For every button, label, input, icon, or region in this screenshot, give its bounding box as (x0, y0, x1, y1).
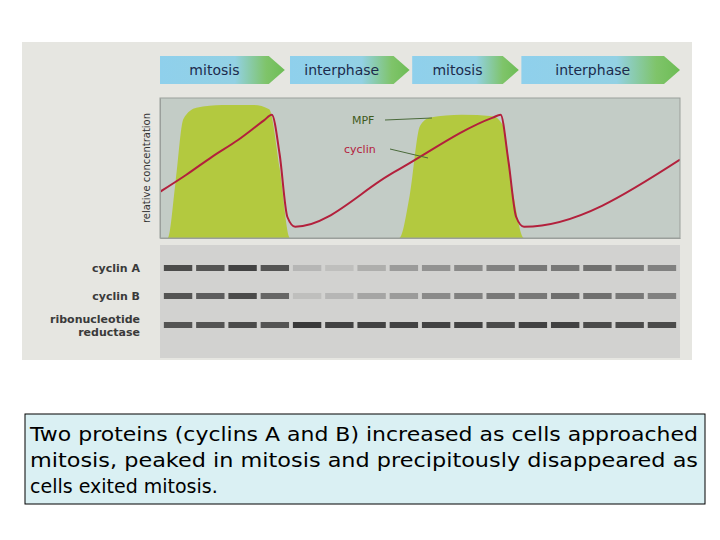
gel-band (293, 293, 321, 299)
gel-band (390, 265, 418, 271)
phase-arrow (160, 56, 285, 84)
phase-label: interphase (304, 62, 379, 78)
phase-bar: mitosis interphase mitosis interphase (160, 56, 680, 84)
gel-band (228, 265, 256, 271)
figure: mitosis interphase mitosis interphase relati… (0, 0, 720, 540)
gel-band (615, 265, 643, 271)
gel-row-label: cyclin A (92, 262, 140, 275)
gel-band (196, 293, 224, 299)
gel-bands (164, 265, 676, 328)
gel-band (357, 293, 385, 299)
gel-band (261, 322, 289, 328)
gel-band (422, 322, 450, 328)
gel-band (261, 293, 289, 299)
gel-band (583, 265, 611, 271)
gel-band (196, 265, 224, 271)
gel-band (228, 293, 256, 299)
gel-background (160, 245, 680, 358)
page-background (22, 42, 692, 360)
gel-band (325, 322, 353, 328)
gel-band (390, 322, 418, 328)
gel-band (293, 265, 321, 271)
gel-band (519, 322, 547, 328)
plot-frame (160, 98, 680, 238)
caption-box (25, 414, 705, 504)
y-axis-title: relative concentration (141, 113, 152, 223)
caption-line: cells exited mitosis. (30, 475, 218, 497)
gel-band (454, 293, 482, 299)
gel-band (422, 293, 450, 299)
caption-line: mitosis, peaked in mitosis and precipito… (30, 449, 698, 471)
phase-arrow (412, 56, 519, 84)
label-leader (390, 149, 428, 158)
gel-row-label: reductase (78, 326, 140, 339)
gel-band (422, 265, 450, 271)
caption-line: Two proteins (cyclins A and B) increased… (29, 423, 698, 445)
phase-arrow (290, 56, 410, 84)
phase-label: interphase (555, 62, 630, 78)
gel-band (293, 322, 321, 328)
gel-band (454, 265, 482, 271)
plot-marks (160, 105, 680, 238)
gel-band (519, 265, 547, 271)
gel-band (551, 293, 579, 299)
phase-label: mitosis (189, 62, 239, 78)
gel-band (228, 322, 256, 328)
gel-band (519, 293, 547, 299)
gel-band (196, 322, 224, 328)
gel-band (164, 293, 192, 299)
phase-arrow (521, 56, 680, 84)
y-axis (160, 99, 161, 239)
gel-band (551, 265, 579, 271)
gel-band (486, 293, 514, 299)
gel-band (325, 293, 353, 299)
gel-band (615, 322, 643, 328)
gel-band (583, 322, 611, 328)
gel-band (551, 322, 579, 328)
gel-band (615, 293, 643, 299)
x-axis-line (161, 238, 681, 239)
series-label: cyclin (344, 143, 376, 156)
gel-band (325, 265, 353, 271)
plot-background (160, 98, 680, 238)
gel-band (648, 322, 676, 328)
gel-band (486, 322, 514, 328)
phase-label: mitosis (432, 62, 482, 78)
gel-band (164, 322, 192, 328)
gel-band (164, 265, 192, 271)
gel-band (486, 265, 514, 271)
cyclin-line (160, 115, 680, 227)
gel-band (261, 265, 289, 271)
mpf-area (160, 105, 680, 238)
gel-row-label: cyclin B (92, 290, 140, 303)
gel-band (357, 322, 385, 328)
label-leader (385, 118, 432, 120)
series-label: MPF (352, 114, 374, 127)
gel-band (454, 322, 482, 328)
gel-band (357, 265, 385, 271)
gel-band (648, 293, 676, 299)
gel-band (390, 293, 418, 299)
x-axis (161, 238, 681, 239)
gel-row-label: ribonucleotide (50, 313, 140, 326)
gel-band (583, 293, 611, 299)
y-axis-line (160, 99, 161, 239)
gel-band (648, 265, 676, 271)
